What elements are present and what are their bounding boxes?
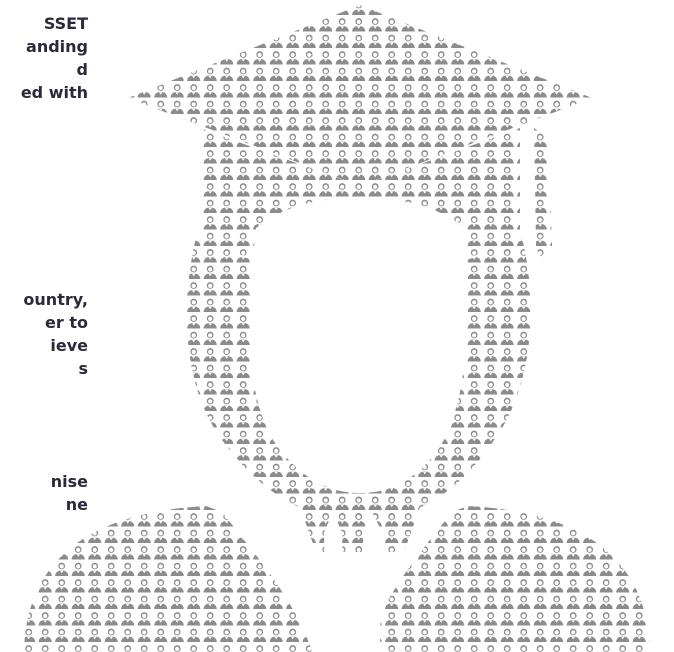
cap-board	[128, 5, 592, 186]
text-line: d	[76, 60, 88, 79]
text-line: ed with	[20, 83, 88, 102]
text-line: s	[78, 359, 88, 378]
text-line: er to	[45, 313, 88, 332]
tassel	[534, 128, 552, 258]
text-line: anding	[26, 37, 88, 56]
text-line: ne	[65, 495, 88, 514]
text-line: SSET	[43, 14, 88, 33]
head	[186, 238, 531, 520]
shoulder-right	[368, 506, 650, 652]
cap-crown	[200, 128, 520, 259]
partial-text-column: SSET anding d ed with ountry, er to ieve…	[0, 0, 140, 652]
shoulder-left	[24, 506, 312, 652]
text-line: nise	[50, 472, 88, 491]
neck	[296, 496, 424, 552]
text-line: ountry,	[23, 290, 88, 309]
text-line: ieve	[50, 336, 88, 355]
